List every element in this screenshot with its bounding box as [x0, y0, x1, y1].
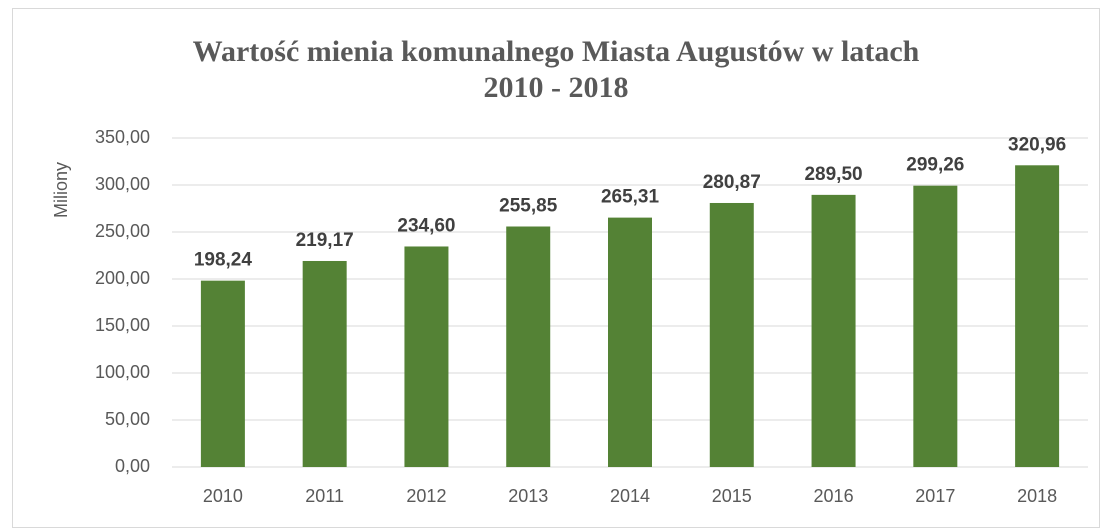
x-tick-label: 2016 — [814, 486, 854, 506]
y-tick-label: 350,00 — [95, 127, 150, 147]
bar — [913, 185, 958, 467]
data-label: 280,87 — [703, 172, 761, 193]
data-label: 234,60 — [397, 215, 455, 236]
y-tick-label: 150,00 — [95, 315, 150, 335]
y-tick-label: 200,00 — [95, 268, 150, 288]
data-label: 198,24 — [194, 250, 253, 271]
x-tick-label: 2010 — [203, 486, 243, 506]
bar — [811, 194, 856, 467]
chart-title: Wartość mienia komunalnego Miasta August… — [192, 35, 920, 104]
bar — [608, 217, 652, 467]
x-tick-label: 2013 — [508, 486, 548, 506]
bar — [506, 226, 551, 467]
data-label: 255,85 — [499, 196, 558, 217]
x-tick-label: 2017 — [915, 486, 955, 506]
bar — [200, 280, 245, 467]
bar — [302, 260, 347, 467]
y-tick-label: 50,00 — [105, 409, 150, 429]
x-tick-label: 2015 — [712, 486, 752, 506]
data-label: 320,96 — [1008, 134, 1066, 155]
x-tick-label: 2011 — [305, 486, 344, 506]
x-tick-label: 2018 — [1017, 486, 1057, 506]
data-label: 299,26 — [906, 155, 964, 176]
y-tick-label: 250,00 — [95, 221, 150, 241]
data-label: 219,17 — [296, 230, 354, 251]
y-tick-label: 0,00 — [115, 456, 150, 476]
y-axis-label: Miliony — [51, 162, 71, 218]
x-tick-label: 2014 — [610, 486, 650, 506]
data-label: 265,31 — [601, 187, 660, 208]
bar — [1015, 165, 1060, 467]
x-tick-label: 2012 — [406, 486, 446, 506]
y-tick-label: 300,00 — [95, 174, 150, 194]
bar — [404, 246, 449, 467]
y-tick-label: 100,00 — [95, 362, 150, 382]
data-label: 289,50 — [804, 164, 862, 185]
bar — [709, 202, 754, 468]
